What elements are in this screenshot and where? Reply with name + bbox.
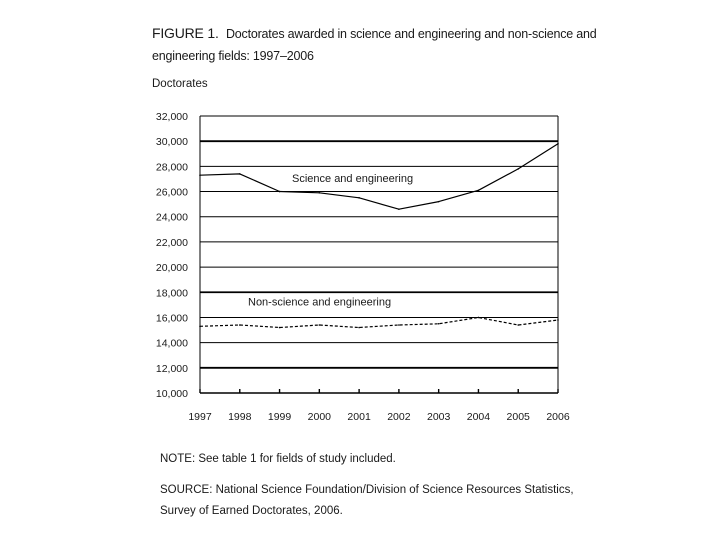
y-tick-label-20000: 20,000 bbox=[156, 262, 188, 274]
series-0-point-2000 bbox=[318, 192, 321, 194]
x-tick-label-2004: 2004 bbox=[467, 411, 491, 423]
series-1-point-2001 bbox=[358, 326, 360, 329]
series-1-point-2002 bbox=[398, 324, 400, 326]
y-tick-label-18000: 18,000 bbox=[156, 287, 188, 299]
series-1-point-1997 bbox=[199, 325, 201, 328]
x-tick-label-1997: 1997 bbox=[188, 411, 212, 423]
series-0-point-1999 bbox=[278, 190, 281, 193]
series-1-point-1999 bbox=[278, 326, 281, 329]
series-0-point-2003 bbox=[437, 200, 440, 203]
series-0-point-1997 bbox=[199, 174, 201, 176]
series-line-0 bbox=[199, 143, 559, 210]
y-tick-label-26000: 26,000 bbox=[156, 187, 188, 199]
figure-title-text: Doctorates awarded in science and engine… bbox=[152, 27, 597, 63]
series-1-point-2000 bbox=[318, 324, 321, 326]
y-tick-label-32000: 32,000 bbox=[156, 111, 188, 123]
y-tick-label-16000: 16,000 bbox=[156, 312, 188, 324]
x-tick-label-1999: 1999 bbox=[268, 411, 292, 423]
x-tick-label-2002: 2002 bbox=[387, 411, 411, 423]
series-0-point-2002 bbox=[398, 208, 400, 210]
series-0-point-2005 bbox=[517, 168, 520, 170]
x-tick-label-2000: 2000 bbox=[308, 411, 332, 423]
figure-note: NOTE: See table 1 for fields of study in… bbox=[160, 453, 396, 465]
x-tick-label-2005: 2005 bbox=[507, 411, 531, 423]
series-1-point-1998 bbox=[238, 324, 241, 326]
y-tick-label-14000: 14,000 bbox=[156, 338, 188, 350]
series-0-point-1998 bbox=[238, 173, 241, 175]
series-1-point-2004 bbox=[477, 316, 480, 319]
figure-title: FIGURE 1. Doctorates awarded in science … bbox=[152, 22, 612, 67]
x-tick-label-1998: 1998 bbox=[228, 411, 252, 423]
y-tick-label-24000: 24,000 bbox=[156, 212, 188, 224]
y-tick-label-12000: 12,000 bbox=[156, 363, 188, 375]
series-0-point-2006 bbox=[557, 142, 559, 145]
x-tick-label-2001: 2001 bbox=[347, 411, 371, 423]
y-tick-label-10000: 10,000 bbox=[156, 388, 188, 400]
series-label-science-engineering: Science and engineering bbox=[292, 173, 413, 185]
y-tick-label-28000: 28,000 bbox=[156, 161, 188, 173]
series-label-non-science-engineering: Non-science and engineering bbox=[248, 296, 391, 308]
series-0-point-2004 bbox=[477, 189, 480, 192]
x-tick-label-2006: 2006 bbox=[546, 411, 570, 423]
y-tick-label-22000: 22,000 bbox=[156, 237, 188, 249]
series-0-point-2001 bbox=[358, 197, 360, 199]
series-1-point-2005 bbox=[517, 324, 520, 326]
y-tick-label-30000: 30,000 bbox=[156, 136, 188, 148]
figure-source: SOURCE: National Science Foundation/Divi… bbox=[160, 484, 574, 517]
series-1-point-2003 bbox=[437, 322, 440, 325]
series-line-1 bbox=[199, 316, 559, 329]
series-1-point-2006 bbox=[557, 319, 559, 321]
y-axis-label: Doctorates bbox=[152, 78, 208, 90]
figure-label: FIGURE 1. bbox=[152, 25, 219, 41]
x-tick-label-2003: 2003 bbox=[427, 411, 451, 423]
